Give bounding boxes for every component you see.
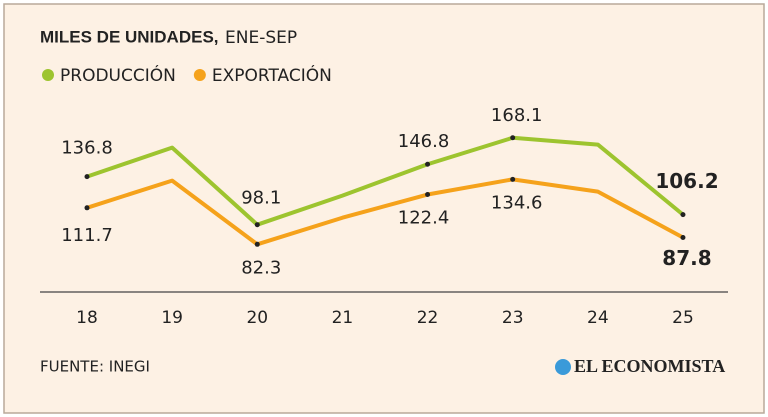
x-tick-label: 25	[672, 308, 694, 328]
legend-swatch	[193, 69, 206, 81]
source: FUENTE: INEGI	[40, 358, 150, 376]
data-label: 122.4	[398, 208, 450, 229]
data-label: 111.7	[61, 225, 113, 246]
data-point	[84, 205, 90, 211]
x-tick-label: 20	[246, 308, 268, 328]
x-tick-label: 24	[587, 308, 609, 328]
legend-swatch	[42, 69, 54, 81]
data-label: 82.3	[241, 257, 281, 278]
data-point	[425, 192, 431, 198]
logo-icon	[555, 359, 571, 375]
series-line	[86, 177, 684, 247]
data-point	[254, 241, 260, 247]
data-label: 106.2	[655, 169, 718, 193]
data-label: 98.1	[241, 188, 281, 209]
data-label: 146.8	[398, 131, 450, 152]
legend-label: EXPORTACIÓN	[212, 64, 332, 86]
data-point	[680, 212, 686, 218]
data-point	[680, 234, 686, 240]
brand: EL ECONOMISTA	[574, 356, 725, 376]
background	[3, 3, 765, 414]
x-tick-label: 19	[161, 308, 183, 328]
x-tick-label: 22	[417, 308, 439, 328]
data-label: 87.8	[662, 246, 711, 270]
data-point	[84, 174, 90, 180]
data-label: 136.8	[61, 138, 113, 159]
data-point	[510, 176, 516, 182]
data-point	[510, 135, 516, 141]
data-label: 134.6	[491, 192, 543, 213]
data-point	[425, 161, 431, 167]
data-label: 168.1	[491, 105, 543, 126]
x-tick-label: 23	[502, 308, 524, 328]
chart-title: MILES DE UNIDADES,	[40, 27, 219, 46]
data-point	[254, 222, 260, 228]
x-tick-label: 18	[76, 308, 98, 328]
x-tick-label: 21	[332, 308, 354, 328]
series-line	[86, 135, 685, 227]
legend-label: PRODUCCIÓN	[60, 64, 176, 86]
chart-subtitle: ENE-SEP	[225, 28, 297, 48]
